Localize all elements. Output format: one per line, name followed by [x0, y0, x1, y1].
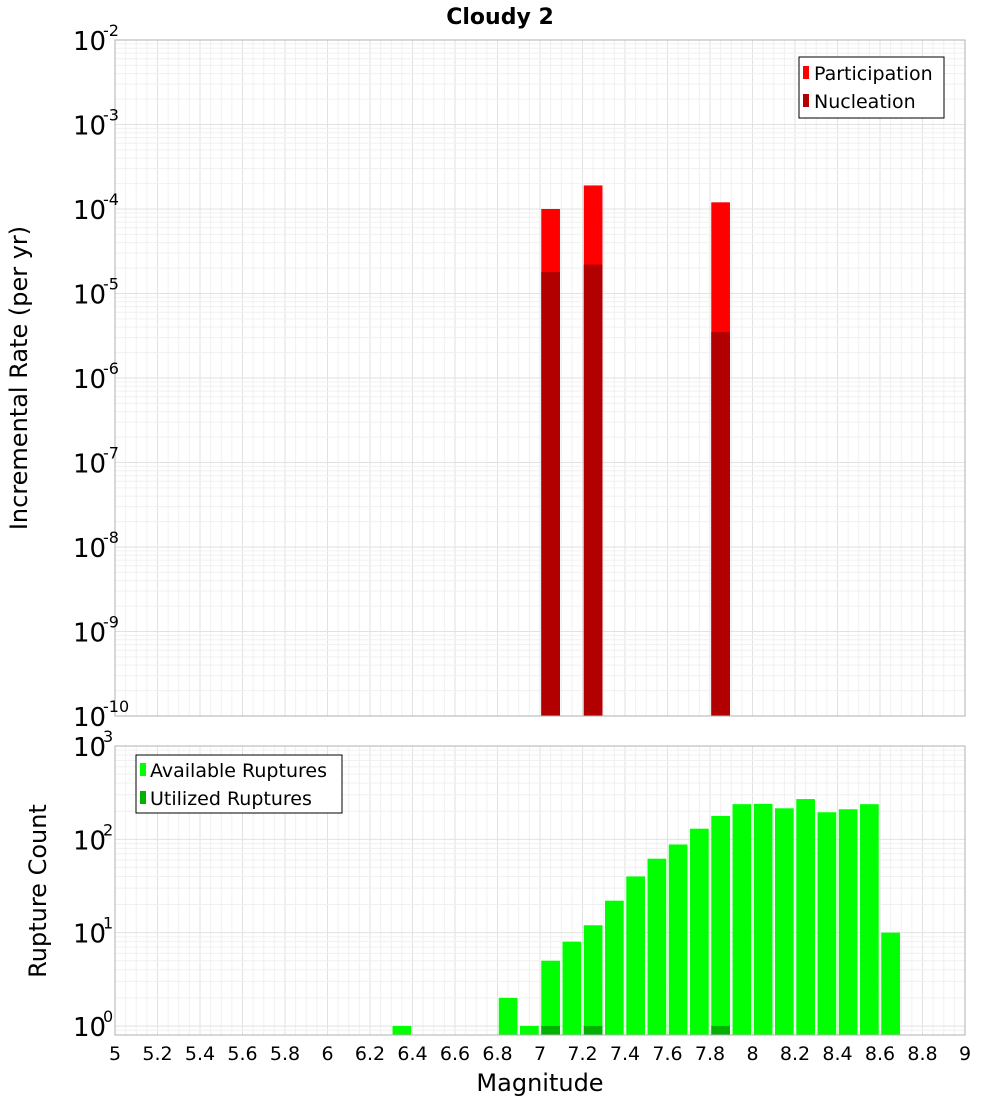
rupture-y-tick-label: 10 — [73, 1013, 106, 1043]
x-tick-label: 5 — [109, 1043, 121, 1065]
available-ruptures-bar — [562, 941, 582, 1035]
rate-legend: Participation Nucleation — [798, 56, 945, 119]
rate-y-tick-exponent: -8 — [103, 528, 119, 547]
available-ruptures-bar — [711, 815, 730, 1035]
x-tick-label: 8.8 — [907, 1043, 937, 1065]
rate-plot-frame — [114, 39, 966, 717]
x-tick-label: 6.2 — [355, 1043, 385, 1065]
available-ruptures-bar — [796, 799, 815, 1035]
rate-y-tick-exponent: -2 — [103, 21, 119, 40]
rate-y-tick-label: 10 — [73, 27, 106, 57]
rupture-y-tick-exponent: 0 — [103, 1007, 113, 1026]
rate-y-tick-label: 10 — [73, 619, 106, 649]
available-ruptures-bar — [753, 803, 773, 1035]
utilized-ruptures-bar — [711, 1025, 730, 1035]
x-tick-label: 8.2 — [780, 1043, 810, 1065]
available-ruptures-bar — [583, 925, 603, 1035]
x-tick-label: 6.6 — [440, 1043, 470, 1065]
available-ruptures-bar — [498, 997, 518, 1035]
utilized-ruptures-bar — [541, 1025, 560, 1035]
rate-y-tick-label: 10 — [73, 365, 106, 395]
rate-y-tick-label: 10 — [73, 112, 106, 142]
chart-title: Cloudy 2 — [446, 5, 554, 30]
available-ruptures-bar — [668, 844, 688, 1035]
x-tick-label: 5.8 — [270, 1043, 300, 1065]
x-tick-label: 6.4 — [397, 1043, 427, 1065]
x-tick-label: 8.4 — [822, 1043, 852, 1065]
nucleation-bar — [541, 271, 560, 716]
available-ruptures-bar — [860, 804, 879, 1035]
rate-y-axis-label: Incremental Rate (per yr) — [5, 226, 33, 530]
available-ruptures-bar — [392, 1025, 412, 1035]
x-axis-label: Magnitude — [476, 1069, 603, 1097]
legend-swatch-utilized — [140, 791, 146, 804]
available-ruptures-bar — [817, 812, 837, 1035]
rate-y-tick-exponent: -3 — [103, 106, 119, 125]
x-tick-label: 8.6 — [865, 1043, 895, 1065]
rate-y-tick-label: 10 — [73, 281, 106, 311]
available-ruptures-bar — [732, 804, 752, 1035]
rupture-y-tick-exponent: 3 — [103, 727, 113, 746]
x-tick-label: 7 — [534, 1043, 546, 1065]
x-tick-label: 6 — [321, 1043, 333, 1065]
available-ruptures-bar — [541, 960, 560, 1035]
rate-y-tick-exponent: -7 — [103, 444, 119, 463]
rate-y-tick-exponent: -10 — [103, 697, 129, 716]
x-tick-label: 7.4 — [610, 1043, 640, 1065]
available-ruptures-bar — [520, 1025, 539, 1035]
legend-label-available: Available Ruptures — [150, 760, 327, 782]
x-tick-label: 6.8 — [482, 1043, 512, 1065]
x-tick-label: 7.2 — [567, 1043, 597, 1065]
rupture-y-tick-label: 10 — [73, 920, 106, 950]
rate-y-tick-label: 10 — [73, 703, 106, 733]
available-ruptures-bar — [775, 808, 794, 1035]
x-tick-label: 7.8 — [695, 1043, 725, 1065]
rate-y-tick-exponent: -9 — [103, 613, 119, 632]
legend-label-participation: Participation — [814, 63, 933, 85]
x-tick-label: 9 — [959, 1043, 971, 1065]
available-ruptures-bar — [838, 809, 858, 1035]
rate-panel: 10-210-310-410-510-610-710-810-910-10 In… — [5, 21, 966, 733]
legend-swatch-available — [140, 763, 146, 776]
nucleation-bar — [711, 332, 730, 716]
available-ruptures-bar — [690, 828, 709, 1035]
x-tick-label: 5.6 — [227, 1043, 257, 1065]
rupture-plot-frame — [114, 745, 966, 1036]
rupture-y-tick-label: 10 — [73, 733, 106, 763]
legend-swatch-nucleation — [803, 94, 809, 107]
rate-y-tick-exponent: -6 — [103, 359, 119, 378]
legend-label-nucleation: Nucleation — [814, 91, 916, 113]
x-tick-label: 5.2 — [142, 1043, 172, 1065]
available-ruptures-bar — [647, 858, 667, 1035]
rupture-y-tick-exponent: 2 — [103, 820, 113, 839]
legend-swatch-participation — [803, 66, 809, 79]
available-ruptures-bar — [605, 900, 624, 1035]
available-ruptures-bar — [626, 876, 645, 1035]
rupture-y-tick-exponent: 1 — [103, 914, 113, 933]
rate-y-tick-label: 10 — [73, 450, 106, 480]
available-ruptures-bar — [881, 932, 900, 1035]
x-tick-label: 8 — [746, 1043, 758, 1065]
rupture-y-tick-label: 10 — [73, 826, 106, 856]
utilized-ruptures-bar — [583, 1025, 603, 1035]
legend-label-utilized: Utilized Ruptures — [150, 788, 312, 810]
rate-y-tick-label: 10 — [73, 196, 106, 226]
rate-y-tick-exponent: -4 — [103, 190, 119, 209]
rupture-legend: Available Ruptures Utilized Ruptures — [135, 754, 343, 814]
nucleation-bar — [583, 264, 603, 716]
rupture-y-axis-label: Rupture Count — [24, 804, 52, 978]
x-tick-label: 5.4 — [185, 1043, 215, 1065]
x-tick-label: 7.6 — [652, 1043, 682, 1065]
rate-y-tick-label: 10 — [73, 534, 106, 564]
rate-y-tick-exponent: -5 — [103, 275, 119, 294]
